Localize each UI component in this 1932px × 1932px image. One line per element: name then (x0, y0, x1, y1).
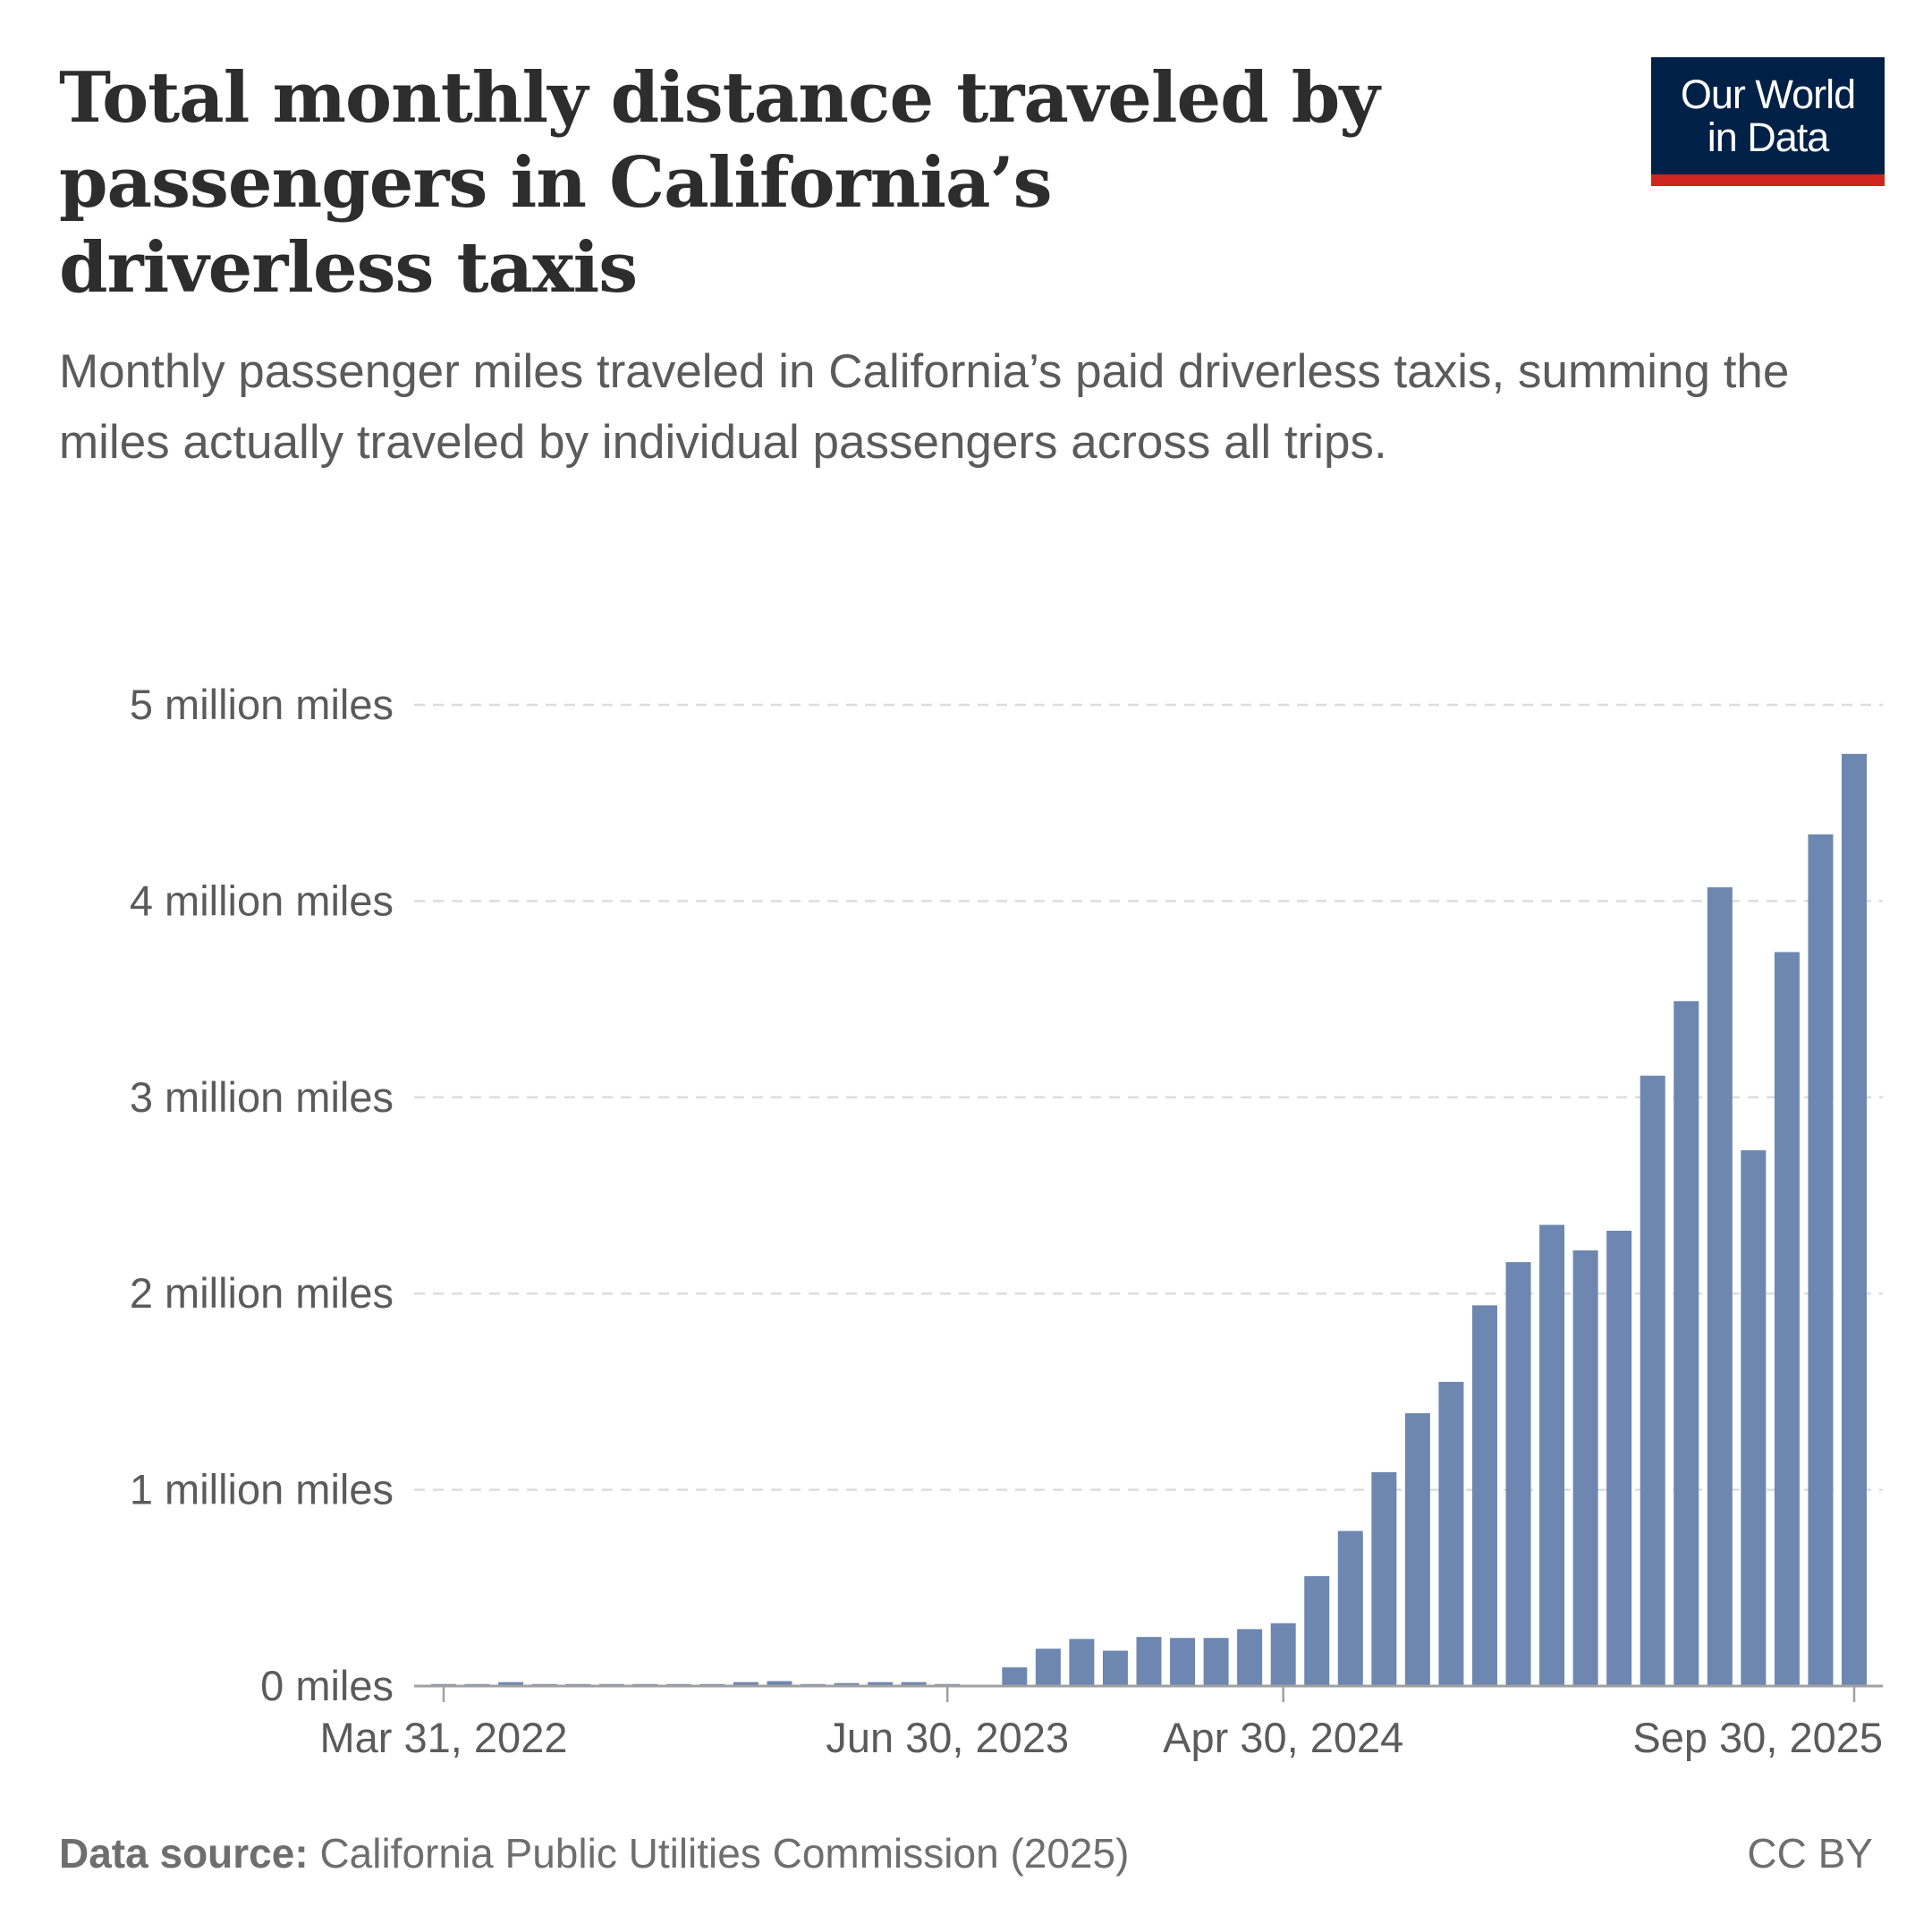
bar-jul-2024[interactable] (1371, 1471, 1397, 1686)
bar-feb-2024[interactable] (1203, 1638, 1229, 1686)
bar-aug-2023[interactable] (1002, 1667, 1028, 1686)
bar-may-2022[interactable] (498, 1682, 524, 1686)
bar-feb-2025[interactable] (1606, 1230, 1632, 1686)
x-tick-label: Sep 30, 2025 (1632, 1714, 1883, 1761)
bar-mar-2023[interactable] (834, 1682, 860, 1686)
bar-sep-2025[interactable] (1842, 753, 1867, 1686)
bar-jan-2025[interactable] (1572, 1250, 1598, 1686)
y-tick-label: 3 million miles (130, 1073, 394, 1121)
bar-jan-2023[interactable] (767, 1681, 792, 1686)
chart-subtitle: Monthly passenger miles traveled in Cali… (59, 345, 1790, 469)
bar-dec-2022[interactable] (733, 1682, 758, 1686)
bar-nov-2024[interactable] (1505, 1262, 1531, 1686)
data-source: Data source: California Public Utilities… (59, 1829, 1129, 1877)
license[interactable]: CC BY (1747, 1830, 1873, 1877)
bar-apr-2023[interactable] (868, 1682, 894, 1686)
y-tick-label: 5 million miles (130, 681, 394, 728)
bar-apr-2024[interactable] (1270, 1623, 1296, 1686)
bar-jun-2024[interactable] (1337, 1530, 1363, 1686)
y-tick-label: 4 million miles (130, 877, 394, 924)
chart-title: Total monthly distance traveled by passe… (59, 57, 1380, 309)
owid-logo[interactable]: Our World in Data (1651, 57, 1885, 186)
bar-dec-2024[interactable] (1539, 1224, 1565, 1686)
data-source-label: Data source: (59, 1830, 309, 1877)
bar-aug-2025[interactable] (1808, 834, 1834, 1686)
x-tick-label: Apr 30, 2024 (1163, 1714, 1403, 1761)
logo-line-2: in Data (1707, 114, 1830, 160)
bar-apr-2025[interactable] (1674, 1001, 1699, 1686)
bar-sep-2024[interactable] (1438, 1381, 1464, 1686)
bar-may-2023[interactable] (901, 1682, 927, 1686)
bar-may-2024[interactable] (1304, 1576, 1330, 1686)
bar-dec-2023[interactable] (1136, 1637, 1162, 1686)
bar-jul-2025[interactable] (1774, 952, 1800, 1686)
bar-oct-2023[interactable] (1069, 1639, 1095, 1686)
logo-line-1: Our World (1680, 72, 1856, 117)
bar-may-2025[interactable] (1707, 887, 1733, 1686)
bar-jun-2025[interactable] (1741, 1150, 1767, 1686)
bar-mar-2025[interactable] (1640, 1075, 1665, 1686)
y-tick-label: 1 million miles (130, 1466, 394, 1513)
bar-nov-2023[interactable] (1102, 1650, 1128, 1686)
x-tick-label: Jun 30, 2023 (826, 1714, 1069, 1761)
bar-aug-2024[interactable] (1404, 1413, 1430, 1686)
y-tick-label: 0 miles (260, 1662, 394, 1709)
bar-jan-2024[interactable] (1170, 1638, 1196, 1686)
bar-oct-2024[interactable] (1471, 1305, 1497, 1686)
data-source-text[interactable]: California Public Utilities Commission (… (319, 1830, 1130, 1877)
x-tick-label: Mar 31, 2022 (320, 1714, 568, 1761)
bar-mar-2024[interactable] (1237, 1629, 1263, 1686)
bar-sep-2023[interactable] (1035, 1648, 1061, 1686)
y-tick-label: 2 million miles (130, 1269, 394, 1317)
